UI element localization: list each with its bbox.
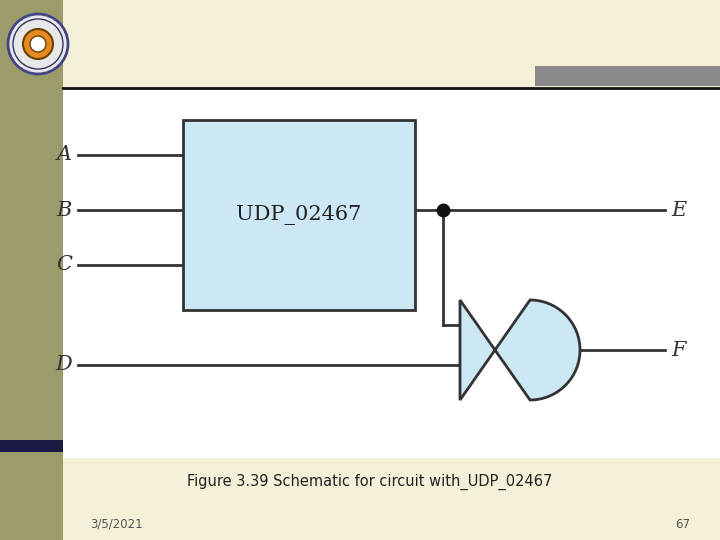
Circle shape [8, 14, 68, 74]
Text: 3/5/2021: 3/5/2021 [90, 517, 143, 530]
Circle shape [30, 36, 46, 52]
Text: 67: 67 [675, 517, 690, 530]
Polygon shape [460, 300, 580, 400]
Text: A: A [57, 145, 72, 165]
Text: Figure 3.39 Schematic for circuit with_UDP_02467: Figure 3.39 Schematic for circuit with_U… [187, 474, 553, 490]
Text: D: D [55, 355, 72, 375]
Bar [0, 0, 63, 540]
Bar [0, 440, 63, 452]
Text: UDP_02467: UDP_02467 [236, 205, 361, 225]
Text: E: E [671, 200, 686, 219]
Text: C: C [56, 255, 72, 274]
Bar [183, 120, 415, 310]
Bar [535, 66, 720, 86]
Text: B: B [57, 200, 72, 219]
Circle shape [23, 29, 53, 59]
Text: F: F [671, 341, 685, 360]
Bar [63, 88, 720, 458]
